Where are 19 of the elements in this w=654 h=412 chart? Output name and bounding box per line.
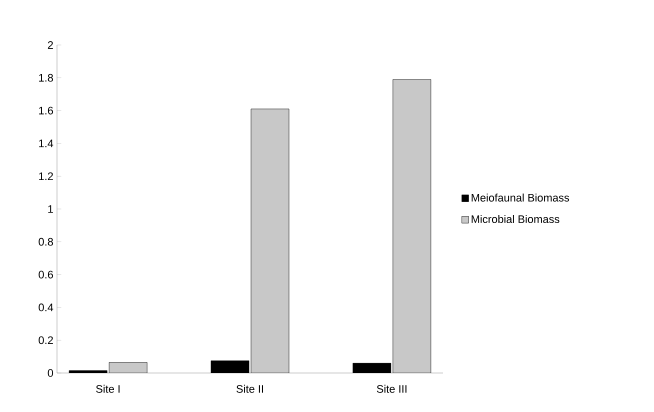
bar bbox=[109, 362, 148, 373]
x-tick-label: Site III bbox=[376, 384, 406, 393]
y-tick-label: 1.6 bbox=[39, 106, 53, 114]
x-tick-label: Site II bbox=[236, 384, 263, 393]
legend-label: Microbial Biomass bbox=[472, 214, 560, 224]
y-tick-label: 0.2 bbox=[38, 336, 53, 344]
y-tick-label: 0.8 bbox=[38, 238, 53, 246]
y-tick-label: 0.4 bbox=[38, 304, 54, 312]
y-tick-label: 1 bbox=[48, 205, 53, 213]
y-tick-label: 2 bbox=[48, 41, 53, 49]
legend-label: Meiofaunal Biomass bbox=[472, 194, 570, 202]
y-tick-label: 1.8 bbox=[39, 74, 53, 82]
y-tick-label: 1.4 bbox=[39, 140, 54, 148]
y-tick-label: 1.2 bbox=[39, 172, 53, 180]
x-tick-label: Site I bbox=[96, 384, 120, 393]
bar bbox=[250, 108, 290, 373]
bar bbox=[392, 79, 432, 373]
y-tick-label: 0 bbox=[48, 369, 54, 377]
y-tick-label: 0.6 bbox=[38, 270, 53, 278]
